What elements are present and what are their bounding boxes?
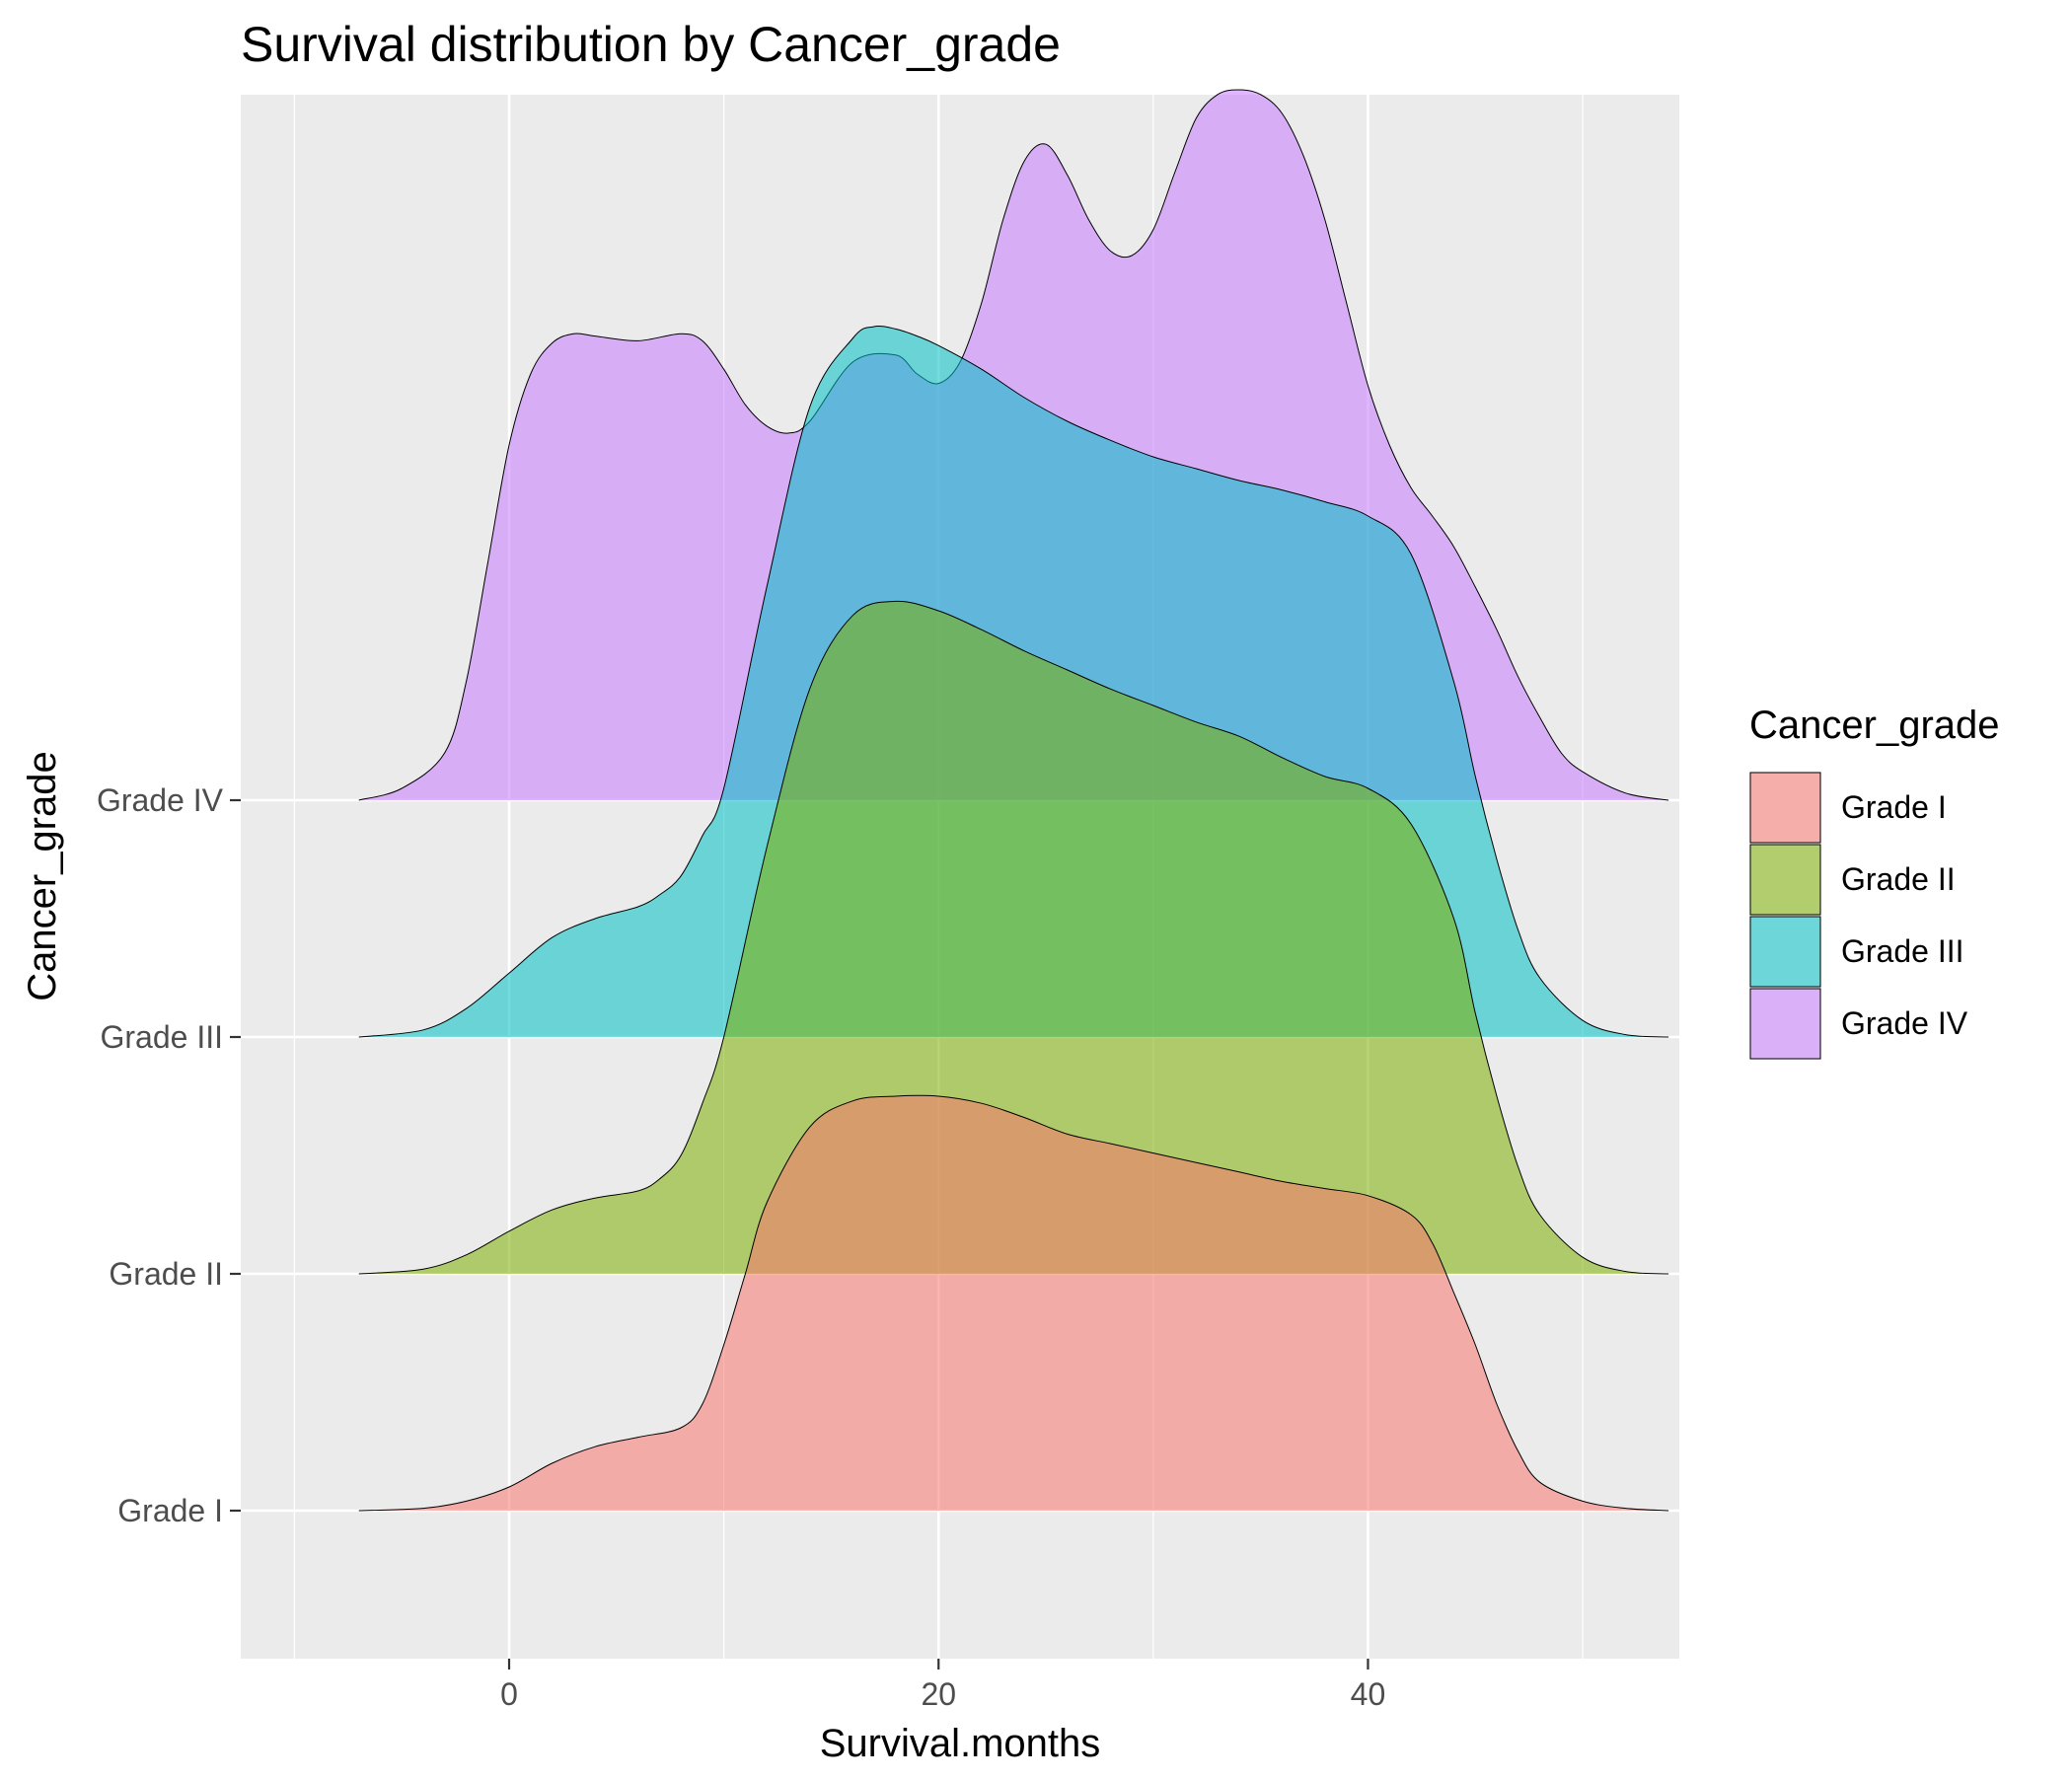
x-axis: 0 20 40 bbox=[500, 1659, 1385, 1712]
y-axis: Grade I Grade II Grade III Grade IV bbox=[97, 782, 241, 1528]
x-tick-label: 40 bbox=[1351, 1676, 1386, 1712]
x-axis-title: Survival.months bbox=[820, 1722, 1101, 1765]
ridges bbox=[358, 89, 1669, 1512]
ridge-area-grade-ii bbox=[358, 601, 1669, 1274]
y-tick-label: Grade II bbox=[109, 1256, 223, 1292]
y-tick-label: Grade IV bbox=[97, 782, 224, 818]
legend-swatch-grade-iii bbox=[1749, 916, 1821, 988]
y-tick-label: Grade III bbox=[101, 1019, 224, 1055]
legend-label-grade-ii: Grade II bbox=[1841, 861, 1956, 897]
ridge-outline-grade-ii bbox=[358, 600, 1669, 1275]
legend-swatch-grade-i bbox=[1749, 772, 1821, 844]
ridge-area-grade-i bbox=[358, 1095, 1669, 1511]
x-tick-label: 20 bbox=[921, 1676, 956, 1712]
ridge-outline-grade-i bbox=[358, 1094, 1669, 1512]
y-axis-title: Cancer_grade bbox=[21, 751, 64, 1002]
ridge-outline-grade-iv bbox=[358, 89, 1669, 801]
legend-label-grade-i: Grade I bbox=[1841, 789, 1947, 825]
legend: Cancer_grade Grade I Grade II Grade III Gra… bbox=[1749, 704, 2000, 1060]
legend-title: Cancer_grade bbox=[1749, 704, 2000, 747]
x-tick-label: 0 bbox=[500, 1676, 518, 1712]
legend-label-grade-iii: Grade III bbox=[1841, 933, 1964, 969]
y-tick-label: Grade I bbox=[117, 1493, 223, 1528]
legend-swatch-grade-ii bbox=[1749, 844, 1821, 916]
ridge-outline-grade-iii bbox=[358, 325, 1669, 1038]
legend-swatch-grade-iv bbox=[1749, 988, 1821, 1060]
chart-title: Survival distribution by Cancer_grade bbox=[241, 17, 1061, 72]
legend-label-grade-iv: Grade IV bbox=[1841, 1005, 1968, 1041]
